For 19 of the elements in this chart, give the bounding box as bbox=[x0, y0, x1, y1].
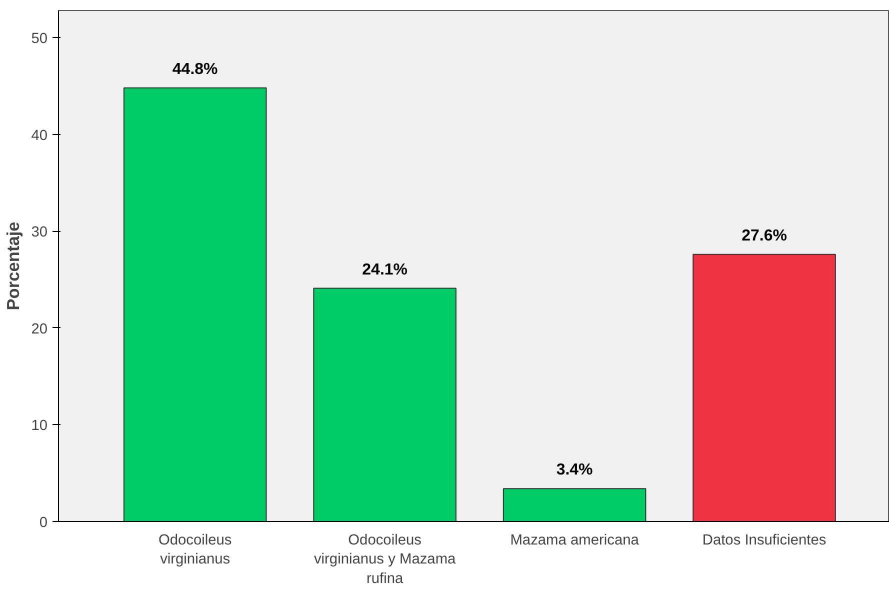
y-tick-label: 0 bbox=[39, 515, 48, 531]
bar bbox=[502, 488, 646, 522]
y-tick-label: 20 bbox=[31, 321, 48, 338]
x-tick-label: Datos Insuficientes bbox=[702, 532, 826, 548]
y-tick-label: 40 bbox=[31, 128, 48, 144]
bar bbox=[123, 87, 267, 522]
bar bbox=[692, 254, 836, 522]
y-axis-title: Porcentaje bbox=[3, 221, 24, 310]
y-tick-label: 10 bbox=[31, 418, 48, 434]
x-tick-label: Odocoileus virginianus bbox=[158, 532, 232, 568]
x-tick-label: Odocoileus virginianus y Mazama rufina bbox=[314, 532, 457, 587]
bar bbox=[313, 288, 456, 522]
data-label: 24.1% bbox=[362, 261, 408, 278]
y-tick-label: 30 bbox=[31, 224, 48, 241]
x-tick-label: Mazama americana bbox=[510, 532, 640, 548]
data-label: 3.4% bbox=[556, 462, 593, 479]
data-label: 44.8% bbox=[172, 60, 218, 78]
y-tick-label: 50 bbox=[31, 31, 48, 48]
data-label: 27.6% bbox=[742, 227, 787, 244]
